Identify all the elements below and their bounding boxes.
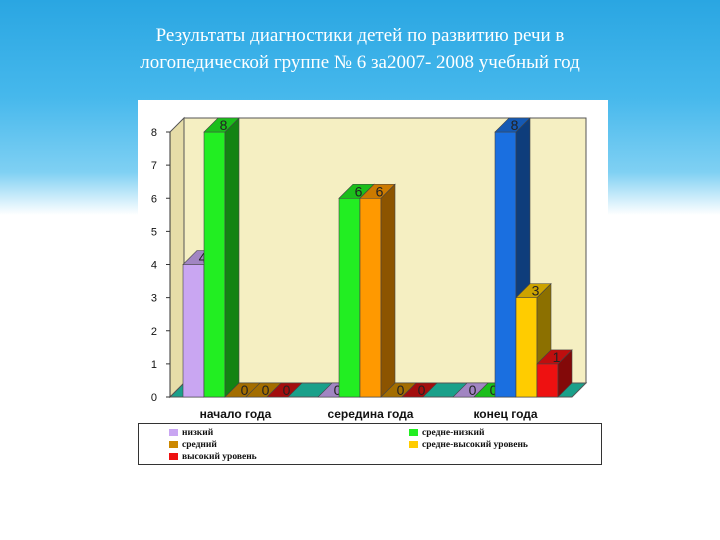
bar-data-label: 6 xyxy=(376,183,384,199)
bar-top xyxy=(536,349,573,365)
bar-top xyxy=(515,283,552,298)
legend-swatch-medium-low xyxy=(409,429,418,437)
y-tick-label: 5 xyxy=(151,226,157,238)
bar-front xyxy=(494,131,517,398)
chart-side-wall xyxy=(169,116,185,399)
y-tick-label: 0 xyxy=(151,392,157,404)
legend-swatch-high xyxy=(169,453,178,461)
legend-swatch-medium-high xyxy=(409,441,418,449)
legend-swatch-low xyxy=(169,429,178,437)
bar-top xyxy=(401,382,438,398)
bar-data-label: 1 xyxy=(553,349,561,365)
title-line-1: Результаты диагностики детей по развитию… xyxy=(155,25,565,46)
y-tick-label: 1 xyxy=(151,359,157,371)
legend-item-medium-low: средне-низкий xyxy=(409,428,484,439)
bar-top xyxy=(494,117,531,133)
x-category-label: середина года xyxy=(328,407,414,421)
y-tick-label: 8 xyxy=(151,127,157,139)
bar-data-label: 4 xyxy=(199,250,207,266)
legend-item-high: высокий уровень xyxy=(169,452,257,463)
bar-top xyxy=(359,183,396,199)
bar-data-label: 0 xyxy=(418,382,426,398)
legend-item-medium: средний xyxy=(169,440,217,451)
title-line-2: логопедической группе № 6 за2007- 2008 у… xyxy=(140,52,580,73)
bar-data-label: 0 xyxy=(334,382,342,398)
legend-item-medium-high: средне-высокий уровень xyxy=(409,440,528,451)
bar-top xyxy=(266,382,303,398)
bar-front xyxy=(359,197,382,398)
bar-front xyxy=(536,363,559,398)
bar-front xyxy=(203,131,226,398)
legend-item-low: низкий xyxy=(169,428,213,439)
bar-data-label: 0 xyxy=(397,382,405,398)
y-tick-label: 3 xyxy=(151,293,157,305)
bar-data-label: 0 xyxy=(469,382,477,398)
bar-data-label: 0 xyxy=(241,382,249,398)
y-tick-label: 7 xyxy=(151,160,157,172)
legend: низкий средний высокий уровень средне-ни… xyxy=(138,423,602,465)
bar-top xyxy=(203,117,240,133)
bar-data-label: 8 xyxy=(511,117,519,133)
bar-side xyxy=(224,117,240,398)
bar-data-label: 6 xyxy=(355,183,363,199)
y-tick-label: 4 xyxy=(151,260,157,272)
legend-swatch-medium xyxy=(169,441,178,449)
bar-data-label: 0 xyxy=(283,382,291,398)
y-tick-label: 2 xyxy=(151,326,157,338)
bar-data-label: 8 xyxy=(220,117,228,133)
bar-front xyxy=(182,264,205,398)
bar-data-label: 0 xyxy=(490,382,498,398)
bar-data-label: 0 xyxy=(262,382,270,398)
slide-title: Результаты диагностики детей по развитию… xyxy=(60,22,660,76)
bar-data-label: 3 xyxy=(532,283,540,299)
bar-front xyxy=(515,297,538,398)
x-category-label: конец года xyxy=(473,407,537,421)
y-tick-label: 6 xyxy=(151,193,157,205)
bar-side xyxy=(380,183,396,398)
x-category-label: начало года xyxy=(200,407,272,421)
bar-front xyxy=(338,197,361,398)
